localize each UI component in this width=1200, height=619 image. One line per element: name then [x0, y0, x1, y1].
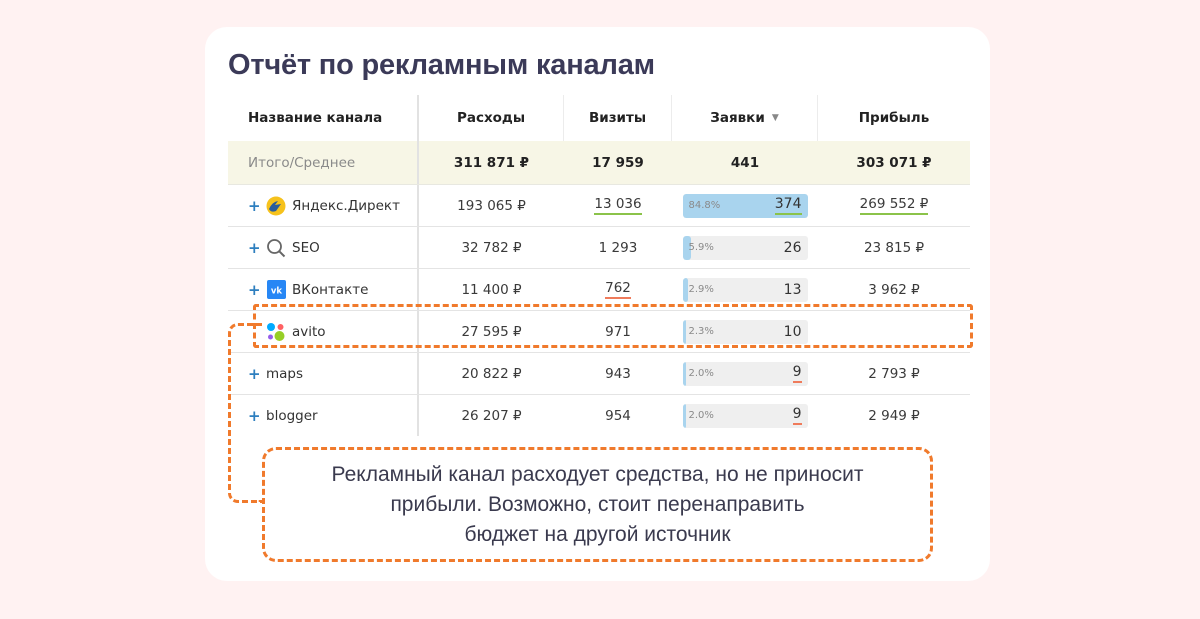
leads-percent: 2.0%	[688, 368, 714, 379]
vk-icon: vk	[266, 280, 286, 300]
column-header-channel[interactable]: Название канала	[228, 95, 419, 141]
channel-name[interactable]: SEO	[292, 239, 320, 256]
column-header-profit[interactable]: Прибыль	[858, 110, 930, 126]
report-card: Отчёт по рекламным каналам Название кана…	[205, 27, 990, 581]
expand-button[interactable]: +	[248, 280, 261, 299]
leads-bar: 2.0% 9	[682, 361, 808, 386]
channel-name[interactable]: blogger	[266, 407, 318, 424]
channel-name[interactable]: avito	[292, 323, 326, 340]
column-header-expenses[interactable]: Расходы	[419, 95, 564, 141]
expenses-value: 32 782 ₽	[461, 239, 522, 256]
visits-value: 954	[605, 407, 631, 424]
table-row: + vk ВКонтакте 11 400 ₽ 762 2.9% 13 3 96…	[228, 269, 970, 311]
leads-percent: 2.0%	[688, 410, 714, 421]
leads-bar: 2.9% 13	[682, 277, 808, 302]
leads-percent: 84.8%	[688, 200, 721, 211]
table-row: + Яндекс.Директ 193 065 ₽ 13 036 84.8% 3…	[228, 185, 970, 227]
table-header: Название канала Расходы Визиты Заявки ▼ …	[228, 95, 970, 141]
avito-icon	[266, 322, 286, 342]
callout-note: Рекламный канал расходует средства, но н…	[262, 447, 933, 562]
channel-name[interactable]: ВКонтакте	[292, 281, 369, 298]
expenses-value: 27 595 ₽	[461, 323, 522, 340]
leads-percent: 2.9%	[688, 284, 714, 295]
expand-button[interactable]: +	[248, 196, 261, 215]
visits-value: 762	[605, 280, 631, 299]
visits-value: 13 036	[594, 196, 642, 215]
expenses-value: 193 065 ₽	[457, 197, 526, 214]
table-row-highlighted: avito 27 595 ₽ 971 2.3% 10	[228, 311, 970, 353]
visits-value: 943	[605, 365, 631, 382]
profit-value: 269 552 ₽	[859, 196, 929, 215]
sort-desc-icon[interactable]: ▼	[771, 113, 779, 123]
page-title: Отчёт по рекламным каналам	[228, 49, 655, 81]
callout-line-2: прибыли. Возможно, стоит перенаправить	[390, 492, 805, 516]
profit-value: 2 793 ₽	[868, 365, 920, 382]
profit-value	[818, 311, 970, 352]
channel-name[interactable]: Яндекс.Директ	[292, 197, 400, 214]
leads-bar: 2.3% 10	[682, 319, 808, 344]
leads-value: 9	[792, 406, 802, 425]
expand-button[interactable]: +	[248, 238, 261, 257]
leads-value: 26	[783, 239, 802, 256]
callout-line-3: бюджет на другой источник	[464, 522, 731, 546]
callout-line-1: Рекламный канал расходует средства, но н…	[331, 462, 864, 486]
total-expenses: 311 871 ₽	[453, 154, 530, 171]
channels-table: Название канала Расходы Визиты Заявки ▼ …	[228, 95, 970, 436]
leads-value: 10	[783, 323, 802, 340]
profit-value: 3 962 ₽	[868, 281, 920, 298]
leads-bar: 2.0% 9	[682, 403, 808, 428]
column-header-leads[interactable]: Заявки ▼	[672, 95, 818, 141]
leads-bar: 5.9% 26	[682, 235, 808, 260]
table-row: + maps 20 822 ₽ 943 2.0% 9 2 793 ₽	[228, 353, 970, 395]
total-row: Итого/Среднее 311 871 ₽ 17 959 441 303 0…	[228, 141, 970, 185]
total-visits: 17 959	[592, 154, 644, 171]
visits-value: 971	[605, 323, 631, 340]
expenses-value: 26 207 ₽	[461, 407, 522, 424]
leads-value: 13	[783, 281, 802, 298]
expand-button[interactable]: +	[248, 406, 261, 425]
svg-text:vk: vk	[270, 286, 282, 296]
table-row: + SEO 32 782 ₽ 1 293 5.9% 26 23 815 ₽	[228, 227, 970, 269]
profit-value: 23 815 ₽	[863, 239, 925, 256]
column-header-visits[interactable]: Визиты	[564, 95, 672, 141]
yandex-direct-icon	[266, 196, 286, 216]
expand-button[interactable]: +	[248, 364, 261, 383]
total-label: Итого/Среднее	[228, 141, 419, 184]
table-row: + blogger 26 207 ₽ 954 2.0% 9 2 949 ₽	[228, 395, 970, 436]
leads-value: 374	[774, 196, 802, 215]
search-icon	[266, 238, 286, 258]
expenses-value: 20 822 ₽	[461, 365, 522, 382]
leads-percent: 5.9%	[688, 242, 714, 253]
expenses-value: 11 400 ₽	[461, 281, 522, 298]
total-leads: 441	[730, 154, 760, 171]
visits-value: 1 293	[598, 239, 638, 256]
leads-percent: 2.3%	[688, 326, 714, 337]
total-profit: 303 071 ₽	[856, 154, 932, 171]
profit-value: 2 949 ₽	[868, 407, 920, 424]
leads-value: 9	[792, 364, 802, 383]
channel-name[interactable]: maps	[266, 365, 304, 382]
column-header-leads-label: Заявки	[710, 110, 765, 126]
leads-bar: 84.8% 374	[682, 193, 808, 218]
